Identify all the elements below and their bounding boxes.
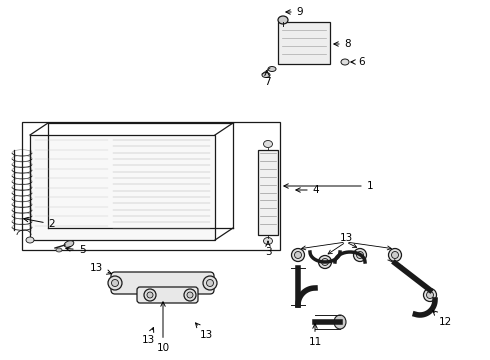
FancyBboxPatch shape	[137, 287, 198, 303]
Ellipse shape	[203, 276, 217, 290]
Ellipse shape	[268, 67, 276, 72]
Ellipse shape	[144, 289, 156, 301]
FancyBboxPatch shape	[278, 22, 330, 64]
Text: 5: 5	[66, 245, 85, 255]
Text: 13: 13	[196, 323, 213, 340]
Ellipse shape	[108, 276, 122, 290]
Text: 10: 10	[156, 302, 170, 353]
Ellipse shape	[262, 72, 270, 77]
Text: 13: 13	[89, 263, 111, 274]
Text: 8: 8	[334, 39, 351, 49]
FancyBboxPatch shape	[111, 272, 214, 294]
Ellipse shape	[292, 248, 304, 261]
Ellipse shape	[423, 288, 437, 302]
Ellipse shape	[206, 279, 214, 287]
Text: 11: 11	[308, 324, 321, 347]
Ellipse shape	[392, 252, 398, 258]
Ellipse shape	[294, 252, 301, 258]
Ellipse shape	[353, 248, 367, 261]
Ellipse shape	[357, 252, 364, 258]
Text: 12: 12	[433, 311, 452, 327]
Ellipse shape	[341, 59, 349, 65]
Bar	[30, 135, 215, 240]
Ellipse shape	[26, 237, 34, 243]
Ellipse shape	[278, 16, 288, 24]
Ellipse shape	[147, 292, 153, 298]
Ellipse shape	[389, 248, 401, 261]
Text: 13: 13	[142, 328, 155, 345]
Ellipse shape	[64, 241, 74, 247]
Text: 9: 9	[286, 7, 303, 17]
Text: 3: 3	[265, 241, 271, 257]
Bar	[22, 122, 280, 250]
Ellipse shape	[184, 289, 196, 301]
Text: 6: 6	[351, 57, 366, 67]
Ellipse shape	[264, 140, 272, 148]
Ellipse shape	[321, 258, 328, 266]
Ellipse shape	[426, 292, 434, 298]
Ellipse shape	[264, 238, 272, 244]
Text: 13: 13	[340, 233, 353, 243]
Ellipse shape	[56, 248, 62, 252]
Text: 7: 7	[264, 71, 270, 87]
Text: 2: 2	[24, 217, 55, 229]
Text: 1: 1	[284, 181, 373, 191]
Ellipse shape	[112, 279, 119, 287]
Ellipse shape	[187, 292, 193, 298]
Bar	[258, 150, 278, 235]
Ellipse shape	[334, 315, 346, 329]
Text: 4: 4	[296, 185, 319, 195]
Ellipse shape	[318, 256, 332, 269]
